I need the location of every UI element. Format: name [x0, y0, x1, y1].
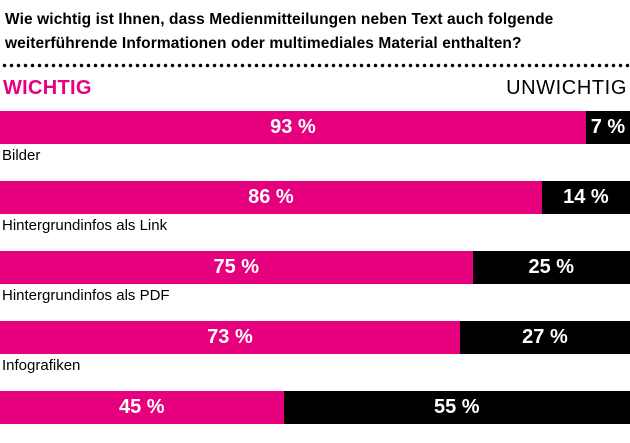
bar-row: 86 % 14 % Hintergrundinfos als Link — [0, 181, 630, 251]
bar-row: 73 % 27 % Infografiken — [0, 321, 630, 391]
legend-wichtig-label: WICHTIG — [3, 77, 92, 100]
bar-row: 75 % 25 % Hintergrundinfos als PDF — [0, 251, 630, 321]
bar-category-label: Bilder — [0, 144, 630, 181]
legend: WICHTIG UNWICHTIG — [0, 77, 630, 101]
bar-value-wichtig: 75 % — [213, 256, 259, 279]
bar-value-unwichtig: 14 % — [563, 186, 609, 209]
bar: 93 % 7 % — [0, 111, 630, 144]
bar-category-label: Hintergrundinfos als Link — [0, 214, 630, 251]
bar-row: 93 % 7 % Bilder — [0, 111, 630, 181]
legend-unwichtig-label: UNWICHTIG — [506, 77, 627, 100]
bar-value-unwichtig: 25 % — [528, 256, 574, 279]
bar: 73 % 27 % — [0, 321, 630, 354]
bar-segment-wichtig: 75 % — [0, 251, 473, 284]
page-title-line-2: weiterführende Informationen oder multim… — [5, 32, 624, 56]
bar-segment-unwichtig: 25 % — [473, 251, 630, 284]
bar-row: 45 % 55 % — [0, 391, 630, 443]
bar-value-unwichtig: 7 % — [591, 116, 625, 139]
bar-segment-wichtig: 86 % — [0, 181, 542, 214]
bar-category-label: Hintergrundinfos als PDF — [0, 284, 630, 321]
bar-value-wichtig: 45 % — [119, 396, 165, 419]
bar: 75 % 25 % — [0, 251, 630, 284]
page-title-line-1: Wie wichtig ist Ihnen, dass Medienmittei… — [5, 8, 624, 32]
bar-category-label: Infografiken — [0, 354, 630, 391]
bar-value-wichtig: 86 % — [248, 186, 294, 209]
bar-segment-unwichtig: 27 % — [460, 321, 630, 354]
page-title: Wie wichtig ist Ihnen, dass Medienmittei… — [0, 0, 630, 56]
bar: 86 % 14 % — [0, 181, 630, 214]
bar-segment-wichtig: 73 % — [0, 321, 460, 354]
bar-segment-wichtig: 45 % — [0, 391, 284, 424]
bar-category-label — [0, 424, 630, 443]
dotted-separator — [0, 63, 630, 68]
bar-chart: 93 % 7 % Bilder 86 % 14 % Hintergrundinf… — [0, 111, 630, 443]
bar-segment-unwichtig: 7 % — [586, 111, 630, 144]
bar-value-unwichtig: 27 % — [522, 326, 568, 349]
bar-segment-unwichtig: 55 % — [284, 391, 630, 424]
bar-value-wichtig: 93 % — [270, 116, 316, 139]
bar-value-unwichtig: 55 % — [434, 396, 480, 419]
bar-segment-unwichtig: 14 % — [542, 181, 630, 214]
bar-segment-wichtig: 93 % — [0, 111, 586, 144]
bar-value-wichtig: 73 % — [207, 326, 253, 349]
bar: 45 % 55 % — [0, 391, 630, 424]
